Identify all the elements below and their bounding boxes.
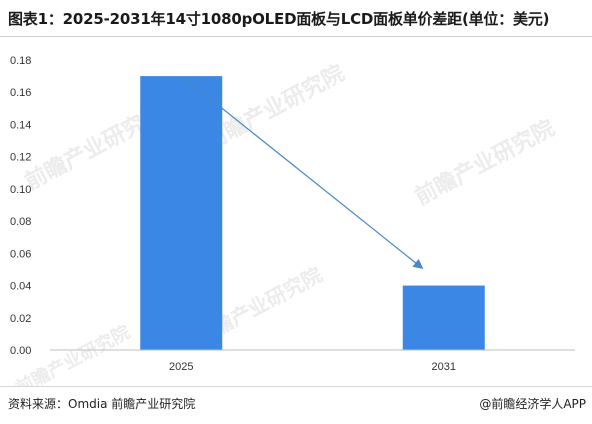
bars [140, 76, 485, 350]
y-tick-label: 0.14 [10, 119, 31, 131]
title-divider [0, 36, 592, 37]
chart-title: 图表1：2025-2031年14寸1080pOLED面板与LCD面板单价差距(单… [8, 10, 550, 28]
bar-2025 [140, 76, 223, 350]
x-axis-ticks: 2025 2031 [169, 361, 456, 373]
bar-2031 [402, 285, 485, 350]
source-note: 资料来源：Omdia 前瞻产业研究院 [8, 397, 196, 411]
credit-note: @前瞻经济学人APP [479, 397, 586, 411]
y-tick-label: 0.08 [10, 216, 31, 228]
x-tick-label: 2025 [169, 361, 193, 373]
y-tick-label: 0.06 [10, 248, 31, 260]
x-tick-label: 2031 [432, 361, 456, 373]
watermark-text: 前瞻产业研究院 [201, 60, 349, 155]
y-tick-label: 0.02 [10, 313, 31, 325]
y-tick-label: 0.18 [10, 55, 31, 67]
y-axis-ticks: 0.00 0.02 0.04 0.06 0.08 0.10 0.12 0.14 0.16 0.18 [10, 55, 31, 357]
footer: 资料来源：Omdia 前瞻产业研究院 @前瞻经济学人APP [0, 386, 592, 424]
y-tick-label: 0.12 [10, 152, 31, 164]
y-tick-label: 0.16 [10, 87, 31, 99]
y-tick-label: 0.04 [10, 281, 31, 293]
watermark-text: 前瞻产业研究院 [411, 115, 559, 210]
y-tick-label: 0.00 [10, 345, 31, 357]
y-tick-label: 0.10 [10, 184, 31, 196]
trend-arrow [183, 77, 424, 270]
